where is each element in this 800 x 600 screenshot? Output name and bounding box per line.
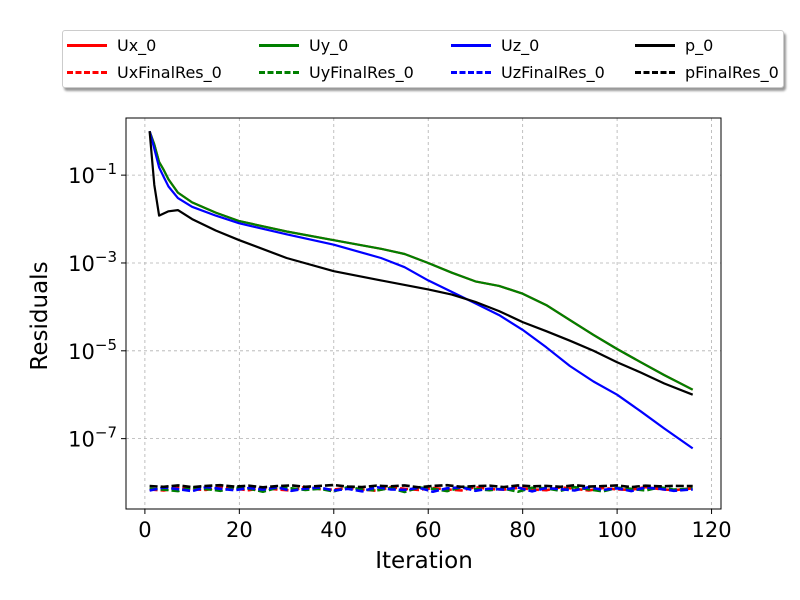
legend-label: p_0 [685, 35, 714, 55]
series-line-Uy_0 [148, 130, 694, 391]
legend-item-p_0: p_0 [635, 35, 713, 55]
plot-area-frame [125, 117, 722, 510]
legend-label: UzFinalRes_0 [501, 62, 605, 82]
legend-label: Uz_0 [501, 35, 540, 55]
legend-label: Uy_0 [309, 35, 349, 55]
series-line-UyFinalRes_0 [149, 485, 693, 494]
legend-swatch [635, 43, 675, 47]
x-tick-label: 0 [138, 518, 151, 542]
x-axis-ticks: 0 20 40 60 80 100 120 [138, 509, 732, 542]
legend-swatch [635, 70, 675, 74]
grid [126, 118, 721, 509]
y-tick-label: 10−5 [68, 336, 117, 364]
series-line-p_0 [148, 131, 694, 396]
legend-item-Uz_0: Uz_0 [451, 35, 539, 55]
series-lines [148, 130, 694, 494]
legend-swatch [259, 43, 299, 47]
series-line-UzFinalRes_0 [149, 485, 693, 494]
legend-label: UyFinalRes_0 [309, 62, 414, 82]
legend-swatch [67, 70, 107, 74]
legend-label: UxFinalRes_0 [117, 62, 222, 82]
legend-label: Ux_0 [117, 35, 157, 55]
legend-item-pFinalRes_0: pFinalRes_0 [635, 62, 779, 82]
legend-label: pFinalRes_0 [685, 62, 779, 82]
legend-swatch [67, 43, 107, 47]
x-tick-label: 60 [415, 518, 442, 542]
legend-item-UzFinalRes_0: UzFinalRes_0 [451, 62, 605, 82]
series-line-Uz_0 [148, 130, 694, 450]
x-tick-label: 100 [597, 518, 637, 542]
x-tick-label: 120 [692, 518, 732, 542]
legend-item-Uy_0: Uy_0 [259, 35, 348, 55]
y-axis-ticks: 10−1 10−3 10−5 10−7 [68, 160, 126, 452]
x-tick-label: 80 [509, 518, 536, 542]
series-line-pFinalRes_0 [149, 483, 693, 489]
legend-swatch [451, 43, 491, 47]
legend-swatch [451, 70, 491, 74]
x-tick-label: 20 [226, 518, 253, 542]
legend-item-UyFinalRes_0: UyFinalRes_0 [259, 62, 414, 82]
legend-item-Ux_0: Ux_0 [67, 35, 156, 55]
legend: Ux_0 Uy_0 Uz_0 p_0 UxFinalRes_0 UyFinalRes_0 U… [62, 30, 784, 88]
y-tick-label: 10−1 [68, 160, 117, 188]
y-tick-label: 10−3 [68, 248, 117, 276]
y-tick-label: 10−7 [68, 424, 117, 452]
x-axis-label: Iteration [375, 548, 473, 574]
x-tick-label: 40 [320, 518, 347, 542]
y-axis-label: Residuals [27, 261, 53, 370]
legend-swatch [259, 70, 299, 74]
legend-item-UxFinalRes_0: UxFinalRes_0 [67, 62, 222, 82]
